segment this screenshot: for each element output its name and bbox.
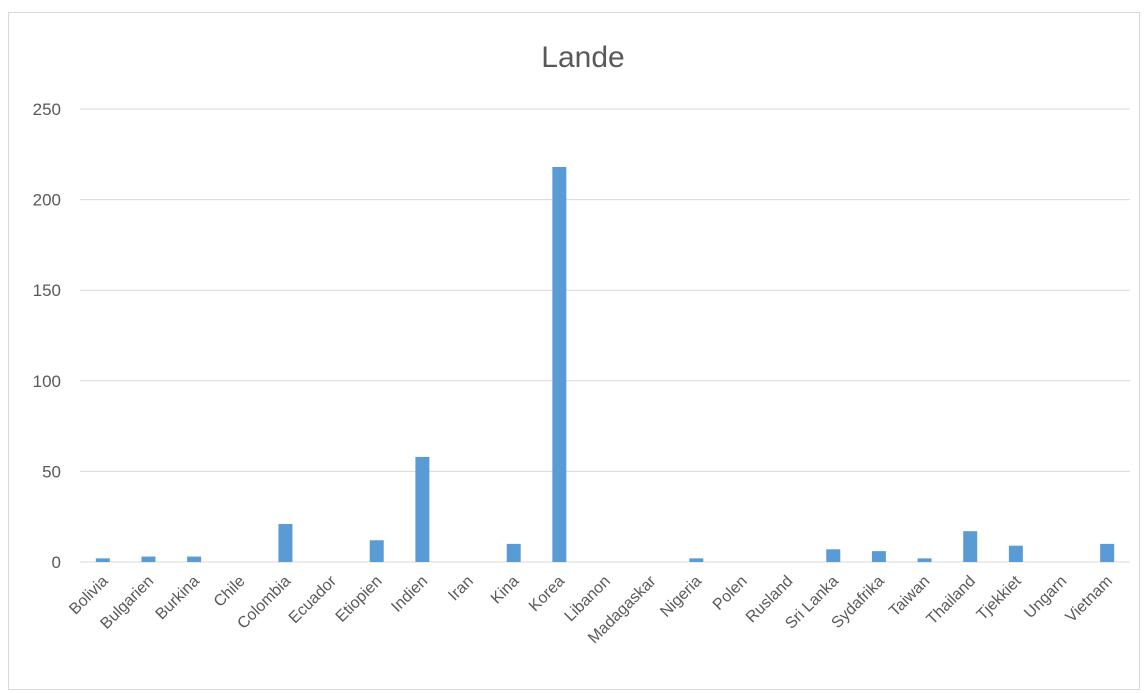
bar-burkina: [187, 556, 202, 562]
bar-thailand: [963, 531, 978, 562]
bar-indien: [415, 456, 430, 562]
x-tick-label: Ecuador: [286, 572, 341, 627]
x-tick-label: Nigeria: [657, 573, 705, 621]
chart-area: [8, 12, 1140, 690]
bar-colombia: [278, 523, 293, 562]
chart-title: Lande: [541, 41, 624, 74]
bar-vietnam: [1100, 543, 1115, 562]
y-tick-label: 200: [33, 191, 61, 210]
y-tick-label: 50: [42, 462, 61, 481]
bar-sydafrika: [871, 551, 886, 562]
bar-bulgarien: [141, 556, 156, 562]
bar-korea: [552, 166, 567, 562]
bar-nigeria: [689, 558, 704, 562]
x-tick-label: Kina: [488, 573, 523, 608]
bar-kina: [506, 543, 521, 562]
y-tick-label: 150: [33, 281, 61, 300]
bar-tjekkiet: [1008, 545, 1023, 562]
x-tick-label: Chile: [211, 573, 249, 611]
y-axis-ticks: 0 50 100 150 200 250: [33, 100, 61, 572]
x-tick-label: Thailand: [924, 573, 979, 628]
bar-bolivia: [95, 558, 110, 562]
x-tick-label: Vietnam: [1063, 573, 1116, 626]
x-tick-label: Burkina: [153, 573, 203, 623]
x-tick-label: Indien: [388, 573, 431, 616]
bar-taiwan: [917, 558, 932, 562]
gridlines: [80, 108, 1130, 563]
x-tick-label: Bolivia: [66, 573, 111, 618]
x-tick-label: Tjekkiet: [974, 572, 1025, 623]
x-tick-label: Korea: [526, 573, 568, 615]
bar-sri-lanka: [826, 549, 841, 562]
x-tick-label: Polen: [710, 573, 751, 614]
y-tick-label: 0: [52, 553, 61, 572]
bar-etiopien: [369, 540, 384, 562]
bars: [95, 166, 1115, 562]
y-tick-label: 100: [33, 372, 61, 391]
y-tick-label: 250: [33, 100, 61, 119]
x-tick-label: Etiopien: [333, 573, 386, 626]
x-tick-label: Iran: [445, 573, 477, 605]
